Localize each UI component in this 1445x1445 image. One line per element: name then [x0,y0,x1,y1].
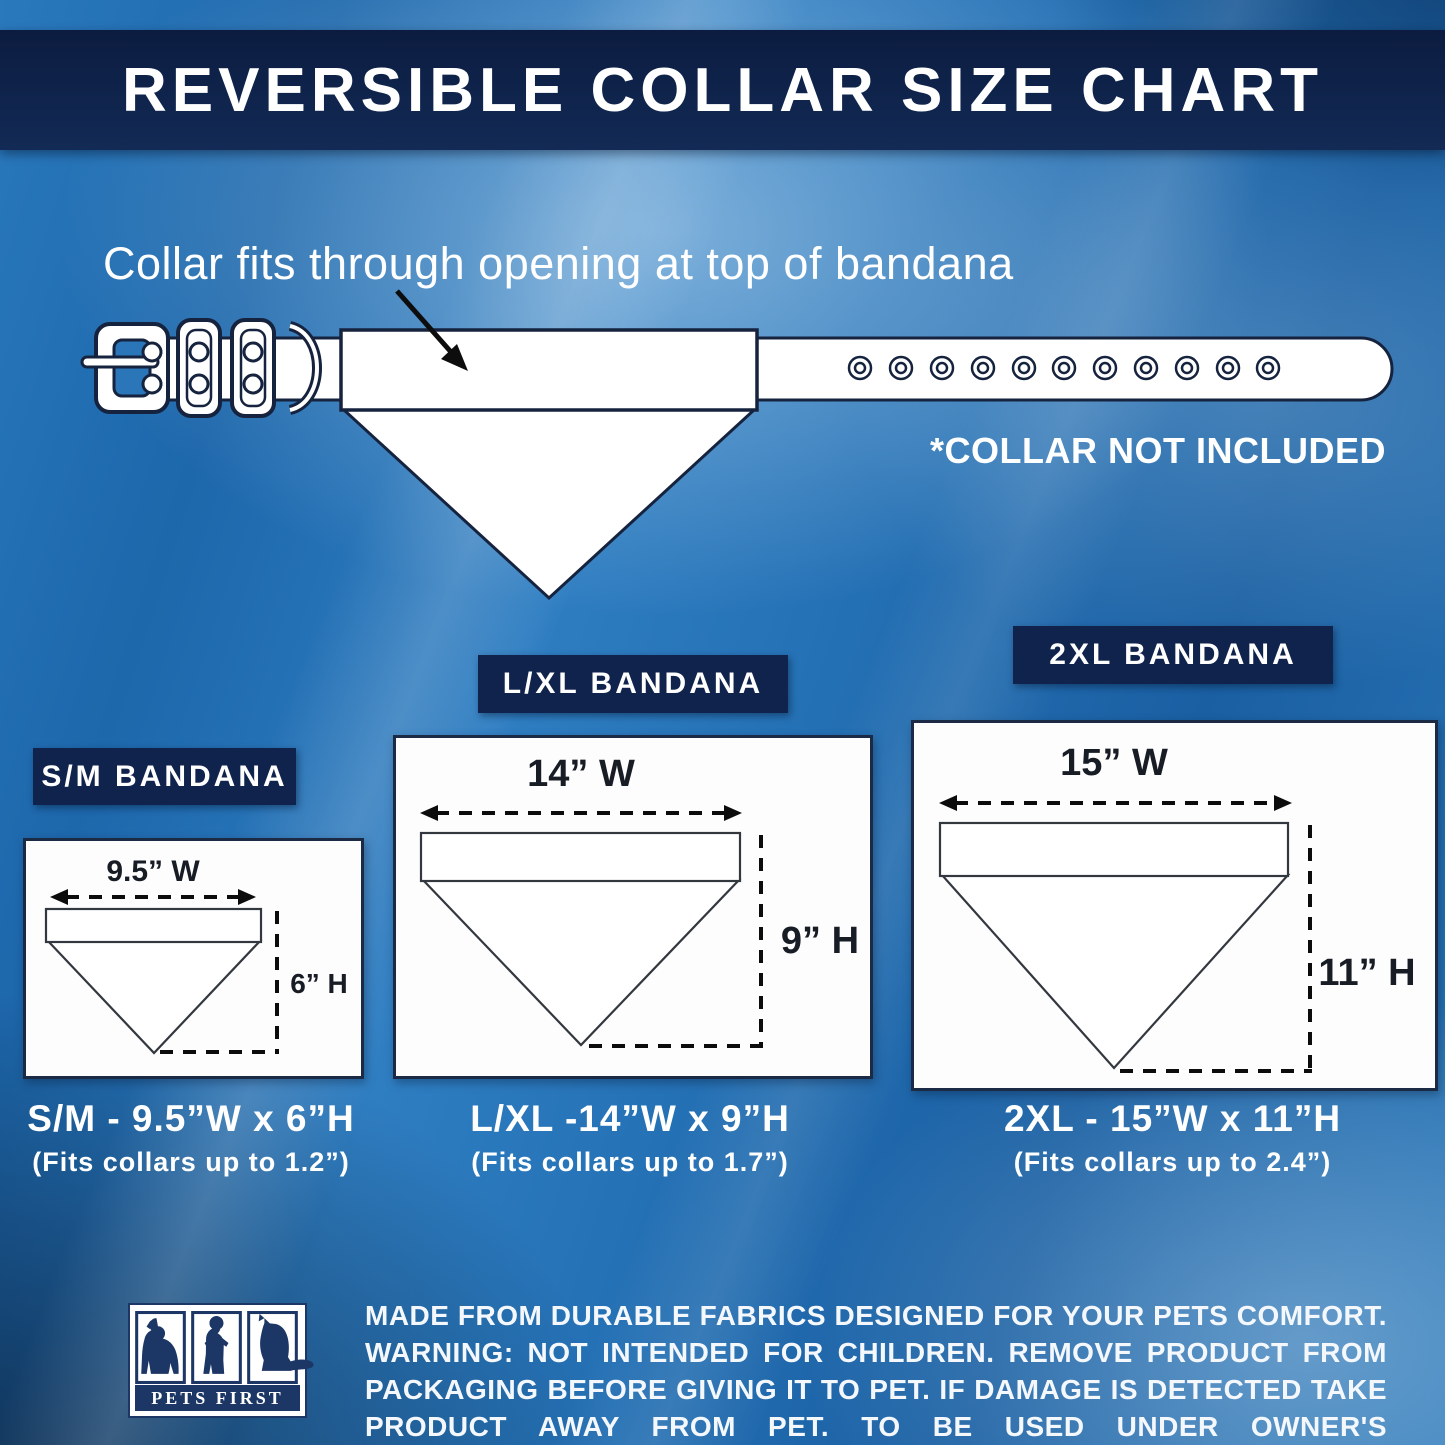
size-diagram-sm: 9.5” W 6” H [44,855,348,1055]
size-summary-2xl: 2XL - 15”W x 11”H [1003,1098,1342,1139]
disclaimer-line: PACKAGING BEFORE GIVING IT TO PET. IF DA… [365,1374,1387,1405]
height-dimension-sm: 6” H [290,968,348,999]
disclaimer-line: WARNING: NOT INTENDED FOR CHILDREN. REMO… [365,1337,1387,1368]
collar-keepers [176,318,276,418]
collar-caption: Collar fits through opening at top of ba… [103,238,1014,289]
bandana-sleeve [339,328,759,412]
size-label-2xl: 2XL BANDANA [1013,626,1333,684]
width-dimension-lxl: 14” W [527,753,635,795]
d-ring-icon [288,321,322,415]
dog-sitting-icon [135,1311,186,1384]
logo-dog-panels [135,1311,314,1384]
height-dimension-2xl: 11” H [1318,952,1415,994]
size-fits-lxl: (Fits collars up to 1.7”) [471,1147,789,1177]
logo-wordmark: PETS FIRST [135,1385,300,1411]
header-band: REVERSIBLE COLLAR SIZE CHART [0,30,1445,150]
bandana-triangle [340,408,758,601]
disclaimer-line: PRODUCT AWAY FROM PET. TO BE USED UNDER … [365,1411,1387,1442]
disclaimer-line: MADE FROM DURABLE FABRICS DESIGNED FOR Y… [365,1300,1387,1331]
height-dimension-lxl: 9” H [781,920,859,962]
size-diagram-2xl: 15” W 11” H [938,742,1416,1073]
size-box-sm: 9.5” W 6” H [23,838,364,1079]
size-fits-sm: (Fits collars up to 1.2”) [32,1147,350,1177]
buckle-icon [80,322,170,414]
collar-illustration [80,289,1394,601]
collar-not-included-note: *COLLAR NOT INCLUDED [930,430,1386,471]
size-box-2xl: 15” W 11” H [911,720,1438,1091]
dog-shepherd-icon [247,1311,314,1384]
page-title: REVERSIBLE COLLAR SIZE CHART [122,55,1323,125]
annotation-arrow-icon [395,289,468,371]
size-summary-lxl: L/XL -14”W x 9”H [470,1098,790,1139]
size-fits-2xl: (Fits collars up to 2.4”) [1013,1147,1332,1177]
size-diagram-lxl: 14” W 9” H [419,753,859,1048]
collar-eyelets [847,355,1281,381]
disclaimer-text: MADE FROM DURABLE FABRICS DESIGNED FOR Y… [365,1297,1387,1445]
size-box-lxl: 14” W 9” H [393,735,873,1079]
width-dimension-sm: 9.5” W [106,855,200,888]
dog-begging-icon [191,1311,242,1384]
width-dimension-2xl: 15” W [1060,742,1168,784]
size-summary-sm: S/M - 9.5”W x 6”H [27,1098,355,1139]
size-label-lxl: L/XL BANDANA [478,655,788,713]
buckle-holes [141,341,264,395]
size-label-sm: S/M BANDANA [33,748,296,805]
pets-first-logo: PETS FIRST [128,1303,314,1418]
